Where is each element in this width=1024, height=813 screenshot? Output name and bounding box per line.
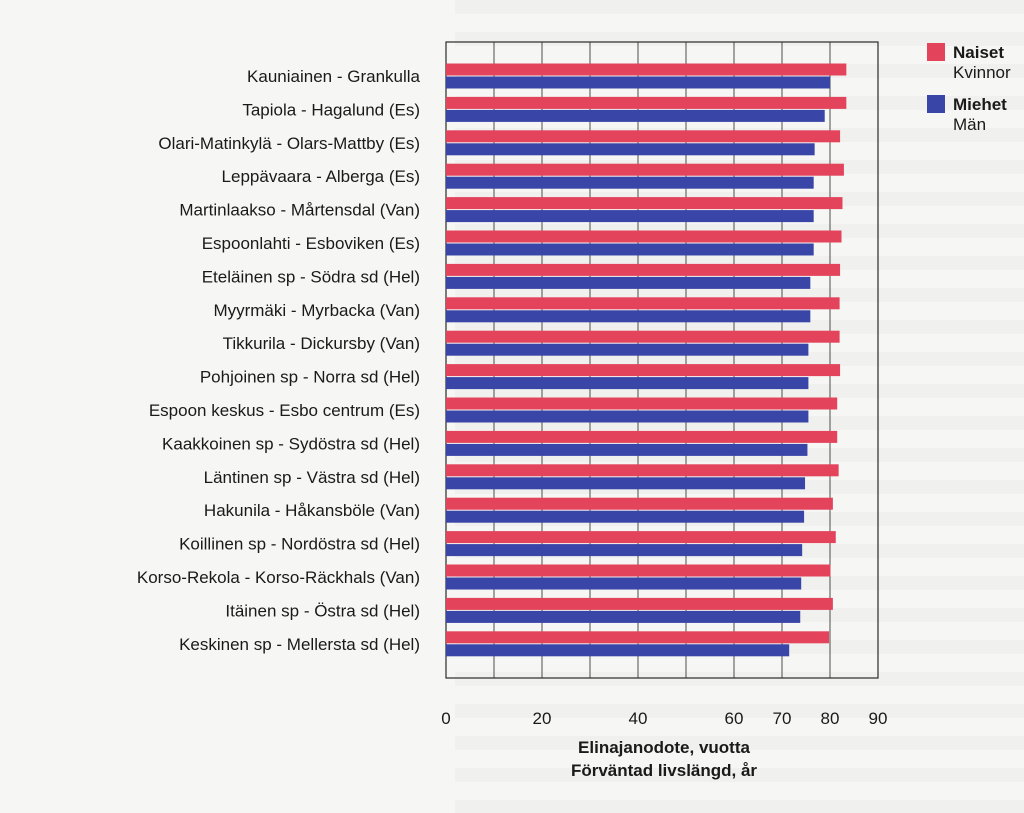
- bar-miehet: [446, 410, 809, 423]
- bar-miehet: [446, 343, 809, 356]
- legend-label-kvinnor: Kvinnor: [953, 63, 1011, 82]
- category-label: Martinlaakso - Mårtensdal (Van): [179, 201, 420, 220]
- x-axis-title: Elinajanodote, vuotta: [578, 738, 750, 757]
- bar-miehet: [446, 143, 815, 156]
- category-label: Espoon keskus - Esbo centrum (Es): [149, 401, 420, 420]
- category-label: Myyrmäki - Myrbacka (Van): [213, 301, 420, 320]
- legend-swatch-naiset: [927, 43, 945, 61]
- bar-miehet: [446, 544, 803, 557]
- bar-miehet: [446, 577, 802, 590]
- legend-label-man: Män: [953, 115, 986, 134]
- x-tick-label: 40: [629, 709, 648, 728]
- x-tick-label: 90: [869, 709, 888, 728]
- category-label: Eteläinen sp - Södra sd (Hel): [202, 267, 420, 286]
- category-labels: Kauniainen - Grankulla Tapiola - Hagalund…: [137, 67, 421, 654]
- bar-miehet: [446, 210, 814, 223]
- category-label: Olari-Matinkylä - Olars-Mattby (Es): [158, 134, 420, 153]
- bar-miehet: [446, 443, 808, 456]
- bar-naiset: [446, 497, 833, 510]
- bar-miehet: [446, 310, 811, 323]
- category-label: Korso-Rekola - Korso-Räckhals (Van): [137, 568, 420, 587]
- category-label: Espoonlahti - Esboviken (Es): [202, 234, 420, 253]
- bar-miehet: [446, 644, 790, 657]
- bar-miehet: [446, 377, 809, 390]
- bar-naiset: [446, 130, 841, 143]
- bar-miehet: [446, 109, 825, 122]
- bar-miehet: [446, 276, 811, 289]
- category-label: Tikkurila - Dickursby (Van): [223, 334, 420, 353]
- legend-swatch-miehet: [927, 95, 945, 113]
- bar-naiset: [446, 631, 830, 644]
- x-tick-label: 20: [533, 709, 552, 728]
- bar-miehet: [446, 243, 814, 256]
- category-label: Kauniainen - Grankulla: [247, 67, 420, 86]
- bar-miehet: [446, 610, 801, 623]
- bar-naiset: [446, 564, 831, 577]
- bar-naiset: [446, 364, 841, 377]
- bar-naiset: [446, 597, 833, 610]
- bars: [446, 63, 847, 657]
- x-tick-label: 80: [821, 709, 840, 728]
- bar-naiset: [446, 531, 836, 544]
- bar-naiset: [446, 163, 844, 176]
- legend-label-miehet: Miehet: [953, 95, 1007, 114]
- x-axis-title-sv: Förväntad livslängd, år: [571, 761, 757, 780]
- bar-naiset: [446, 96, 847, 109]
- bar-miehet: [446, 477, 806, 490]
- bar-miehet: [446, 76, 830, 89]
- bar-naiset: [446, 397, 838, 410]
- bar-naiset: [446, 230, 842, 243]
- x-tick-labels: 0 20 40 60 70 80 90: [441, 709, 887, 728]
- category-label: Läntinen sp - Västra sd (Hel): [204, 468, 420, 487]
- bar-naiset: [446, 464, 839, 477]
- bar-miehet: [446, 510, 805, 523]
- category-label: Leppävaara - Alberga (Es): [222, 167, 420, 186]
- bar-naiset: [446, 297, 840, 310]
- category-label: Kaakkoinen sp - Sydöstra sd (Hel): [162, 434, 420, 453]
- bar-naiset: [446, 263, 841, 276]
- x-tick-label: 70: [773, 709, 792, 728]
- plot-frame: [445, 41, 879, 679]
- bar-naiset: [446, 430, 838, 443]
- bar-naiset: [446, 197, 843, 210]
- legend-label-naiset: Naiset: [953, 43, 1004, 62]
- bar-miehet: [446, 176, 814, 189]
- category-label: Itäinen sp - Östra sd (Hel): [225, 601, 420, 620]
- category-label: Pohjoinen sp - Norra sd (Hel): [200, 368, 420, 387]
- category-label: Koillinen sp - Nordöstra sd (Hel): [179, 535, 420, 554]
- bar-naiset: [446, 330, 840, 343]
- bar-naiset: [446, 63, 847, 76]
- x-tick-label: 60: [725, 709, 744, 728]
- category-label: Hakunila - Håkansböle (Van): [204, 501, 420, 520]
- category-label: Tapiola - Hagalund (Es): [242, 100, 420, 119]
- category-label: Keskinen sp - Mellersta sd (Hel): [179, 635, 420, 654]
- x-tick-label: 0: [441, 709, 450, 728]
- legend: Naiset Kvinnor Miehet Män: [927, 43, 1011, 134]
